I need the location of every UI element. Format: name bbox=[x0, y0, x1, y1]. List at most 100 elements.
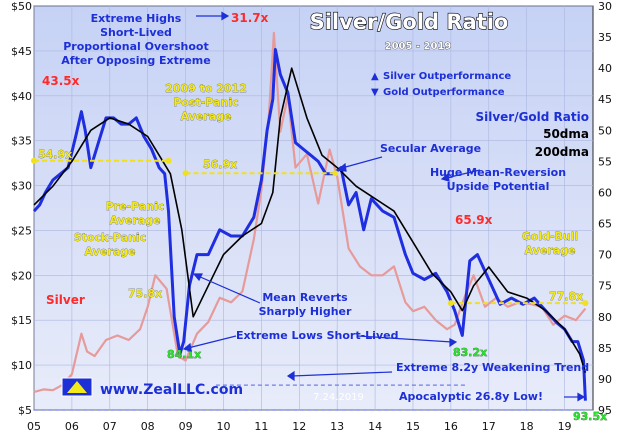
x-tick-label: 17 bbox=[482, 420, 496, 433]
arrow-weakening-trend bbox=[291, 371, 393, 377]
x-tick-label: 05 bbox=[27, 420, 41, 433]
annotation-gold-bull-line2: Average bbox=[525, 244, 576, 257]
right-tick-label: 90 bbox=[598, 373, 612, 386]
logo-sun-icon bbox=[67, 381, 87, 393]
annotation-mean-reversion-line2: Upside Potential bbox=[447, 180, 550, 193]
series-silver bbox=[33, 31, 587, 394]
x-tick-label: 07 bbox=[103, 420, 117, 433]
annotation-low-832: 83.2x bbox=[453, 346, 487, 359]
plot-background bbox=[33, 5, 594, 411]
arrow-secular-average bbox=[341, 156, 383, 169]
left-tick-label: $15 bbox=[11, 314, 32, 327]
x-tick-label: 09 bbox=[179, 420, 193, 433]
annotation-stock-panic-line1: Stock-Panic bbox=[74, 231, 146, 244]
arrow-mean-reverts bbox=[197, 275, 261, 304]
annotation-secular-average: Secular Average bbox=[380, 142, 481, 155]
chart-title: Silver/Gold Ratio bbox=[310, 10, 509, 34]
average-marker bbox=[165, 157, 172, 164]
legend-200dma: 200dma bbox=[535, 145, 589, 159]
x-tick-label: 08 bbox=[141, 420, 155, 433]
x-tick-label: 15 bbox=[406, 420, 420, 433]
annotation-weakening-trend: Extreme 8.2y Weakening Trend bbox=[396, 361, 589, 374]
arrow-extreme-lows-left bbox=[187, 335, 237, 349]
arrow-head-apocalyptic bbox=[577, 392, 586, 402]
right-tick-label: 65 bbox=[598, 218, 612, 231]
arrow-head-extreme-lows-right bbox=[449, 338, 458, 348]
annotation-high-435: 43.5x bbox=[42, 74, 80, 88]
annotation-extreme-highs-line2: Short-Lived bbox=[100, 26, 172, 39]
left-tick-label: $5 bbox=[18, 404, 32, 417]
arrow-head-secular-average bbox=[336, 162, 347, 172]
annotation-pre-panic-line2: Average bbox=[110, 214, 161, 227]
annotation-apocalyptic: Apocalyptic 26.8y Low! bbox=[399, 390, 543, 403]
legend-silver-outperformance: Silver Outperformance bbox=[383, 71, 511, 82]
annotation-mean-reversion-line1: Huge Mean-Reversion bbox=[430, 166, 566, 179]
right-axis-ticks: 30 35 40 45 50 55 60 65 70 75 80 85 90 95 bbox=[598, 0, 612, 417]
arrow-head-mean-reversion bbox=[440, 172, 450, 182]
x-tick-label: 13 bbox=[330, 420, 344, 433]
x-tick-label: 12 bbox=[292, 420, 306, 433]
left-axis-ticks: $5 $10 $15 $20 $25 $30 $35 $40 $45 $50 bbox=[11, 0, 32, 417]
left-tick-label: $35 bbox=[11, 135, 32, 148]
left-tick-label: $50 bbox=[11, 0, 32, 13]
title-block: Silver/Gold Ratio 2005 - 2019 bbox=[309, 9, 509, 52]
annotation-post-panic-line1: 2009 to 2012 bbox=[165, 82, 247, 95]
x-tick-label: 14 bbox=[368, 420, 382, 433]
avg-label-569: 56.9x bbox=[203, 158, 237, 171]
annotation-low-935: 93.5x bbox=[573, 410, 607, 423]
right-tick-label: 30 bbox=[598, 0, 612, 13]
arrow-mean-reversion bbox=[445, 169, 481, 179]
right-tick-label: 45 bbox=[598, 93, 612, 106]
annotation-stock-panic-line2: Average bbox=[85, 245, 136, 258]
annotation-arrows bbox=[182, 11, 586, 402]
date-label: 7.24.2019 bbox=[313, 392, 364, 403]
arrow-head-extreme-highs bbox=[221, 11, 230, 21]
annotation-gold-bull-line1: Gold-Bull bbox=[522, 230, 579, 243]
right-tick-label: 70 bbox=[598, 249, 612, 262]
avg-label-778: 77.8x bbox=[549, 290, 583, 303]
average-marker bbox=[447, 300, 454, 307]
x-axis-ticks: 05 06 07 08 09 10 11 12 13 14 15 16 17 18 19 bbox=[27, 420, 572, 433]
left-tick-label: $30 bbox=[11, 180, 32, 193]
arrow-head-extreme-lows-left bbox=[182, 342, 192, 352]
right-tick-label: 95 bbox=[598, 404, 612, 417]
legend-gold-outperformance: Gold Outperformance bbox=[383, 87, 505, 98]
right-tick-label: 85 bbox=[598, 342, 612, 355]
annotation-pre-panic-line1: Pre-Panic bbox=[106, 200, 165, 213]
arrow-head-mean-reverts bbox=[192, 273, 203, 282]
annotation-post-panic-line2: Post-Panic bbox=[173, 96, 238, 109]
average-marker bbox=[182, 170, 189, 177]
annotation-high-317: 31.7x bbox=[231, 11, 269, 25]
right-tick-label: 60 bbox=[598, 186, 612, 199]
x-tick-label: 10 bbox=[216, 420, 230, 433]
right-tick-label: 35 bbox=[598, 31, 612, 44]
website-label: www.ZealLLC.com bbox=[100, 382, 243, 398]
x-tick-label: 18 bbox=[520, 420, 534, 433]
x-tick-label: 19 bbox=[558, 420, 572, 433]
left-tick-label: $20 bbox=[11, 269, 32, 282]
right-tick-label: 40 bbox=[598, 62, 612, 75]
x-tick-label: 06 bbox=[65, 420, 79, 433]
annotation-post-panic-line3: Average bbox=[181, 110, 232, 123]
average-marker bbox=[31, 157, 37, 164]
right-tick-label: 75 bbox=[598, 280, 612, 293]
x-tick-label: 11 bbox=[254, 420, 268, 433]
annotation-mean-reverts-line1: Mean Reverts bbox=[262, 291, 348, 304]
right-tick-label: 50 bbox=[598, 124, 612, 137]
x-tick-label: 16 bbox=[444, 420, 458, 433]
series-50dma bbox=[33, 67, 587, 373]
annotation-extreme-highs-line1: Extreme Highs bbox=[91, 12, 182, 25]
annotation-overshoot-line2: After Opposing Extreme bbox=[61, 54, 210, 67]
annotation-mean-reverts-line2: Sharply Higher bbox=[259, 305, 352, 318]
legend-ratio-label: Silver/Gold Ratio bbox=[475, 110, 589, 124]
legend: ▲ Silver Outperformance ▼ Gold Outperfor… bbox=[371, 71, 589, 159]
average-lines bbox=[31, 157, 589, 411]
arrow-extreme-lows-right bbox=[357, 335, 453, 343]
average-marker bbox=[582, 300, 589, 307]
left-tick-label: $10 bbox=[11, 359, 32, 372]
annotation-value-659: 65.9x bbox=[455, 213, 493, 227]
arrow-down-icon: ▼ bbox=[371, 87, 379, 98]
legend-50dma: 50dma bbox=[543, 127, 589, 141]
annotation-extreme-lows: Extreme Lows Short-Lived bbox=[236, 329, 398, 342]
